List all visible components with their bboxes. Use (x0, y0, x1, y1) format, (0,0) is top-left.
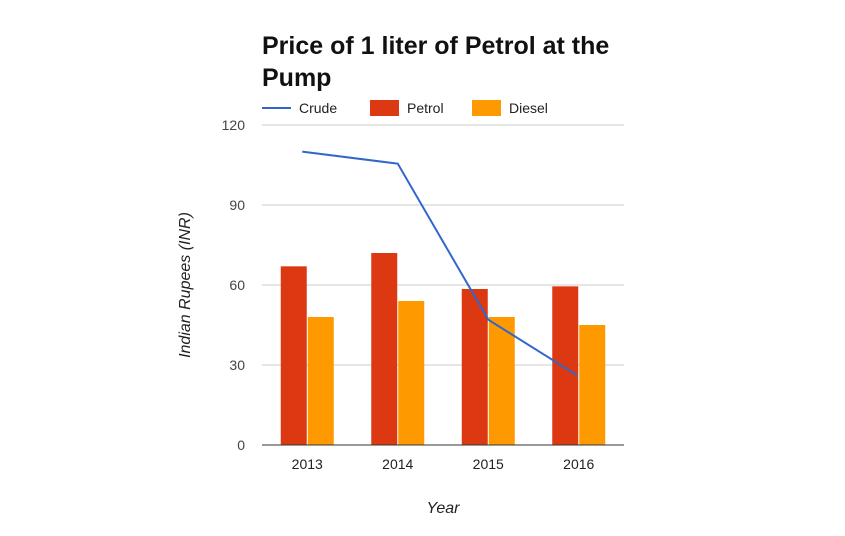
bar-diesel-2016 (579, 325, 606, 445)
legend-swatch-diesel (472, 100, 501, 116)
bar-petrol-2014 (371, 253, 398, 445)
bars (280, 253, 606, 445)
x-tick-label-2013: 2013 (292, 456, 323, 472)
legend: Crude Petrol Diesel (262, 100, 548, 116)
y-tick-label-30: 30 (229, 357, 245, 373)
line-crude (302, 150, 579, 377)
legend-swatch-petrol (370, 100, 399, 116)
legend-label-petrol: Petrol (407, 100, 444, 116)
y-tick-label-60: 60 (229, 277, 245, 293)
bar-diesel-2013 (307, 317, 334, 445)
y-axis-ticks: 0 30 60 90 120 (222, 117, 246, 453)
chart-title: Price of 1 liter of Petrol at the Pump (262, 32, 610, 92)
legend-label-diesel: Diesel (509, 100, 548, 116)
bar-diesel-2014 (398, 301, 425, 445)
bar-diesel-2015 (488, 317, 515, 445)
x-axis-ticks: 2013 2014 2015 2016 (292, 456, 595, 472)
x-tick-label-2014: 2014 (382, 456, 413, 472)
bar-petrol-2013 (280, 266, 307, 445)
legend-label-crude: Crude (299, 100, 337, 116)
x-tick-label-2016: 2016 (563, 456, 594, 472)
x-axis-label: Year (427, 500, 461, 517)
y-tick-label-120: 120 (222, 117, 246, 133)
x-tick-label-2015: 2015 (473, 456, 504, 472)
y-tick-label-90: 90 (229, 197, 245, 213)
y-tick-label-0: 0 (237, 437, 245, 453)
y-axis-label: Indian Rupees (INR) (177, 212, 194, 358)
bar-petrol-2016 (552, 286, 579, 445)
bar-petrol-2015 (461, 289, 488, 445)
crude-line-group (302, 150, 579, 377)
